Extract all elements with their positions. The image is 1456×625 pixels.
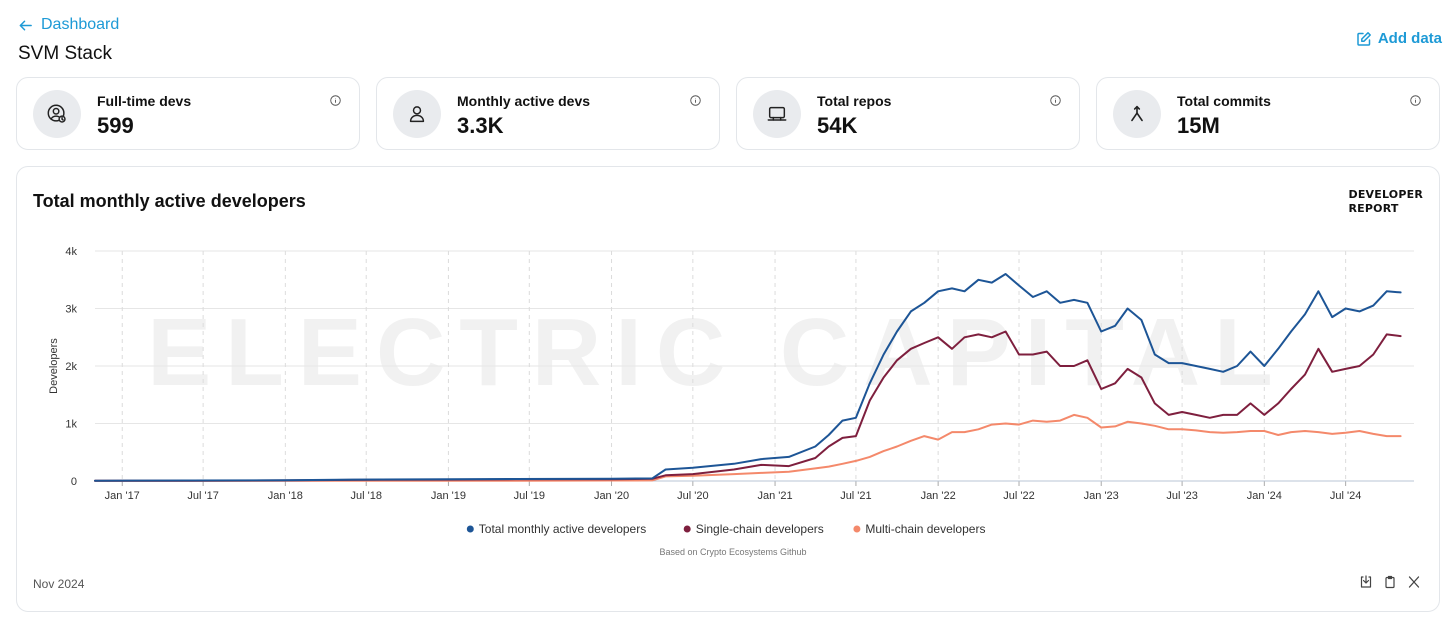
x-tick-label: Jan '24 <box>1247 490 1282 502</box>
x-tick-label: Jul '23 <box>1166 490 1197 502</box>
user-clock-icon <box>47 104 66 123</box>
x-tick-label: Jul '18 <box>350 490 381 502</box>
series-line <box>94 273 1402 482</box>
chart-date: Nov 2024 <box>33 577 85 591</box>
edit-icon <box>1357 31 1371 46</box>
x-tick-label: Jul '19 <box>514 490 545 502</box>
brand-line: DEVELOPER <box>1348 188 1423 201</box>
user-icon <box>409 106 425 123</box>
chart-card: Total monthly active developers DEVELOPE… <box>16 166 1440 612</box>
x-tick-label: Jul '24 <box>1330 490 1361 502</box>
x-tick-label: Jan '17 <box>105 490 140 502</box>
x-tick-label: Jan '20 <box>594 490 629 502</box>
page-title: SVM Stack <box>18 43 112 64</box>
x-tick-label: Jan '19 <box>431 490 466 502</box>
y-tick-label: 1k <box>65 419 77 431</box>
x-tick-label: Jul '21 <box>840 490 871 502</box>
y-tick-label: 2k <box>65 361 77 373</box>
stat-label: Full-time devs <box>97 93 192 109</box>
stat-icon-wrapper <box>753 90 801 138</box>
chart-title: Total monthly active developers <box>33 191 306 211</box>
line-chart: ELECTRIC CAPITAL 0 1k 2k 3k 4k Jan '17 Jul '17… <box>48 246 1414 557</box>
back-link-label: Dashboard <box>41 16 120 33</box>
arrow-left-icon <box>19 20 32 30</box>
copy-icon[interactable] <box>1383 575 1397 589</box>
y-tick-label: 4k <box>65 246 77 258</box>
y-tick-label: 3k <box>65 304 77 316</box>
x-tick-label: Jan '23 <box>1084 490 1119 502</box>
series-line <box>94 330 1402 482</box>
info-icon[interactable] <box>1410 95 1421 106</box>
x-tick-label: Jul '17 <box>187 490 218 502</box>
stat-icon-wrapper <box>1113 90 1161 138</box>
download-icon[interactable] <box>1359 575 1373 589</box>
x-share-icon[interactable] <box>1407 575 1421 589</box>
info-icon[interactable] <box>690 95 701 106</box>
info-icon[interactable] <box>330 95 341 106</box>
x-tick-label: Jul '20 <box>677 490 708 502</box>
back-to-dashboard-link[interactable]: Dashboard <box>18 16 119 34</box>
stat-card-total-repos: Total repos 54K <box>736 77 1080 150</box>
stat-icon-wrapper <box>393 90 441 138</box>
legend-marker <box>683 525 691 533</box>
stat-card-full-time-devs: Full-time devs 599 <box>16 77 360 150</box>
x-tick-label: Jul '22 <box>1003 490 1034 502</box>
legend-label: Multi-chain developers <box>865 522 985 536</box>
stat-label: Total repos <box>817 93 892 109</box>
developer-report-logo: DEVELOPER REPORT <box>1349 188 1424 216</box>
y-tick-label: 0 <box>71 476 77 488</box>
merge-icon <box>1131 105 1143 122</box>
legend-label: Single-chain developers <box>696 522 824 536</box>
x-tick-label: Jan '22 <box>921 490 956 502</box>
watermark: ELECTRIC CAPITAL <box>147 299 1287 406</box>
y-axis-label: Developers <box>48 338 60 394</box>
stat-value: 599 <box>97 113 134 138</box>
stat-card-monthly-active-devs: Monthly active devs 3.3K <box>376 77 720 150</box>
legend-marker <box>466 525 474 533</box>
add-data-label: Add data <box>1377 30 1442 47</box>
series-line <box>94 413 1402 482</box>
stat-icon-wrapper <box>33 90 81 138</box>
laptop-icon <box>767 106 787 121</box>
source-note: Based on Crypto Ecosystems Github <box>659 547 806 557</box>
stat-card-total-commits: Total commits 15M <box>1096 77 1440 150</box>
x-tick-label: Jan '21 <box>757 490 792 502</box>
legend: Total monthly active developers Single-ch… <box>466 522 985 536</box>
stat-value: 54K <box>817 113 858 138</box>
series <box>94 273 1402 482</box>
grid <box>95 250 1414 481</box>
x-tick-label: Jan '18 <box>268 490 303 502</box>
add-data-button[interactable]: Add data <box>1356 30 1442 47</box>
brand-line: REPORT <box>1348 202 1399 215</box>
legend-marker <box>853 525 861 533</box>
stat-label: Monthly active devs <box>457 93 591 109</box>
stat-label: Total commits <box>1177 93 1271 109</box>
chart-actions <box>1359 575 1421 589</box>
stat-value: 15M <box>1177 113 1220 138</box>
legend-label: Total monthly active developers <box>479 522 646 536</box>
stat-value: 3.3K <box>457 113 504 138</box>
info-icon[interactable] <box>1050 95 1061 106</box>
